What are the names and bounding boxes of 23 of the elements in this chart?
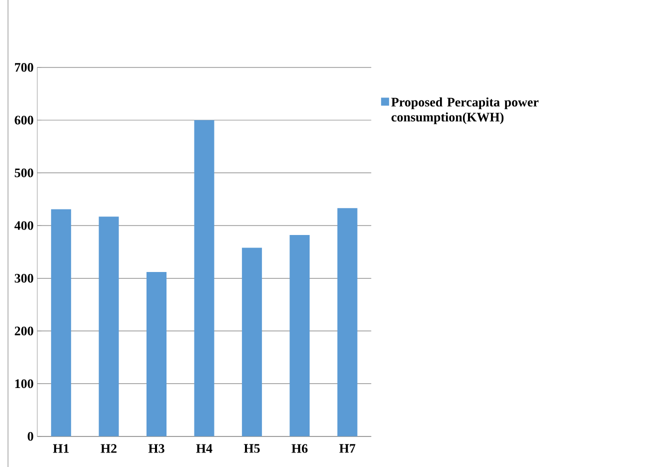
y-tick-label: 300 [14, 274, 34, 283]
x-tick-label: H4 [196, 444, 212, 453]
bar [51, 209, 72, 436]
bar [146, 272, 167, 436]
bar [337, 208, 358, 436]
y-tick-label: 500 [14, 168, 34, 178]
bar [98, 216, 119, 436]
y-tick-label: 400 [14, 221, 34, 230]
y-tick-label: 200 [14, 326, 34, 336]
x-tick-label: H6 [292, 444, 308, 453]
y-tick-label: 700 [15, 63, 34, 72]
x-tick-label: H1 [53, 444, 69, 453]
x-tick-label: H7 [339, 444, 356, 453]
legend-label: Proposed Percapita power consumption(KWH) [391, 97, 539, 124]
y-tick-label: 100 [15, 379, 34, 388]
y-tick-label: 600 [14, 116, 34, 124]
x-tick-label: H2 [100, 444, 117, 453]
x-tick-label: H3 [148, 444, 164, 453]
bar [242, 248, 262, 436]
bar [290, 235, 310, 436]
bar [194, 120, 214, 436]
x-tick-label: H5 [244, 444, 260, 453]
y-tick-label: 0 [28, 432, 34, 441]
